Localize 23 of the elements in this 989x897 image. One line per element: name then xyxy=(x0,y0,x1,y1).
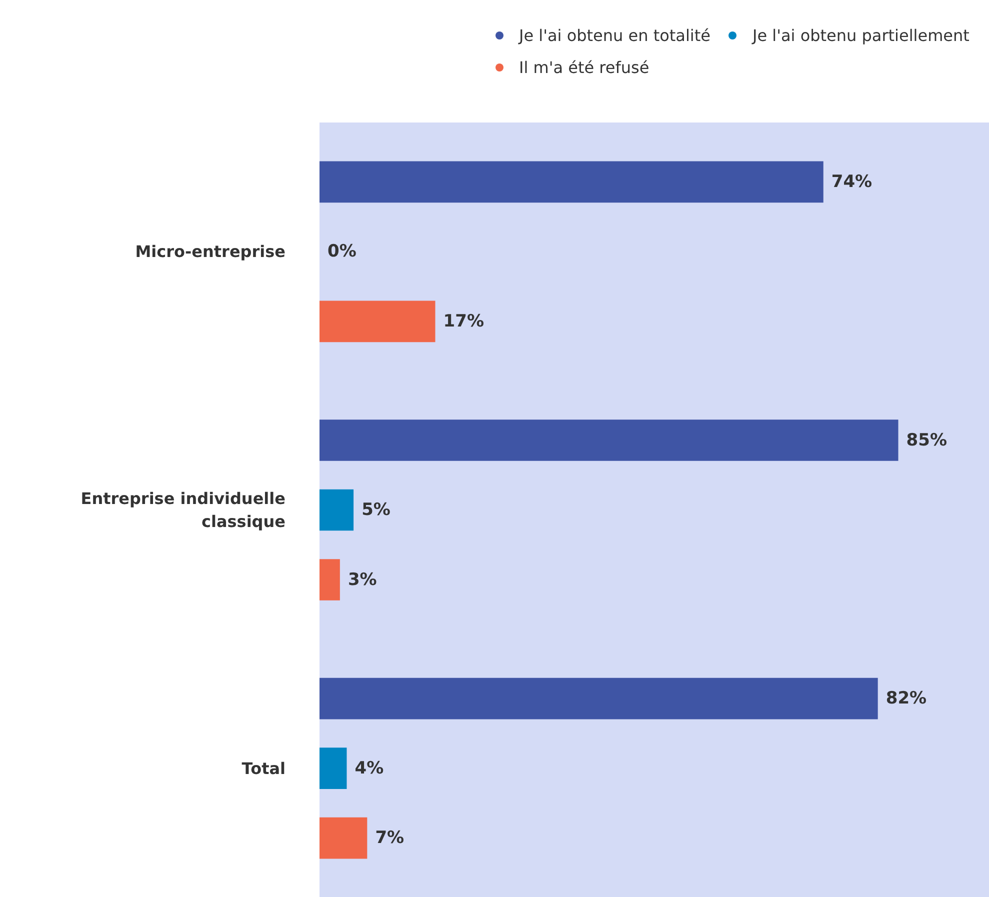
data-label: 17% xyxy=(443,311,484,332)
bar xyxy=(320,300,436,342)
bar xyxy=(320,420,898,461)
data-label: 5% xyxy=(362,500,390,520)
data-label: 82% xyxy=(886,688,927,709)
data-label: 0% xyxy=(328,242,356,262)
data-label: 74% xyxy=(831,172,872,192)
bar xyxy=(320,559,340,600)
data-label: 7% xyxy=(375,828,404,848)
y-tick-label: Entreprise individuelle classique xyxy=(80,489,286,531)
legend-label: Je l'ai obtenu partiellement xyxy=(752,26,970,44)
bar xyxy=(320,678,878,720)
bar xyxy=(320,817,368,859)
data-label: 4% xyxy=(354,758,384,778)
bar xyxy=(320,161,824,203)
y-tick-label: Micro-entreprise xyxy=(135,242,286,262)
data-label: 3% xyxy=(348,570,377,590)
bar xyxy=(320,489,354,531)
data-label: 85% xyxy=(906,430,948,450)
y-tick-label: Total xyxy=(242,758,286,778)
legend-label: Je l'ai obtenu en totalité xyxy=(519,26,710,44)
legend-label: Il m'a été refusé xyxy=(519,58,650,76)
bar xyxy=(320,748,347,789)
